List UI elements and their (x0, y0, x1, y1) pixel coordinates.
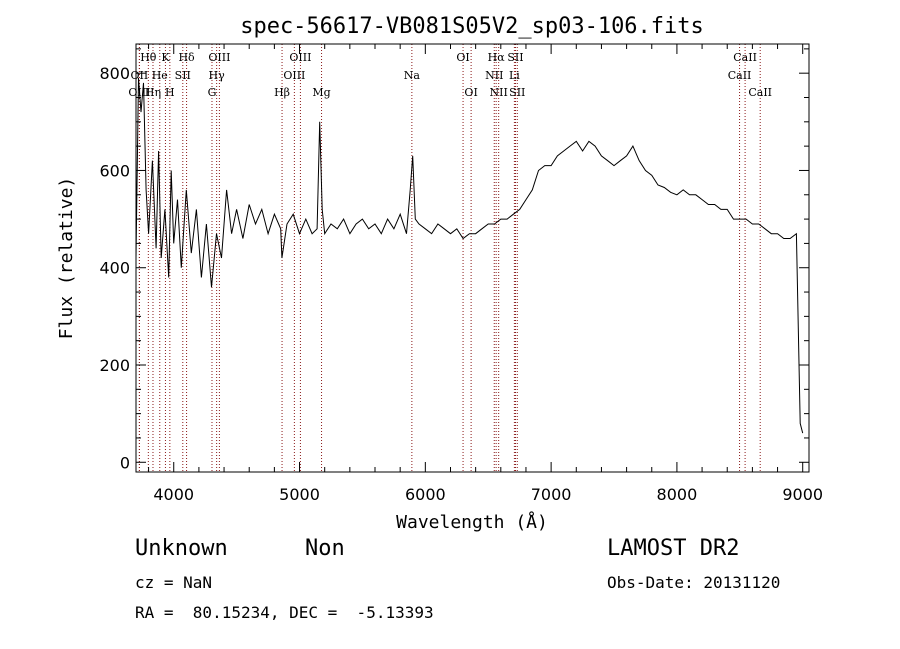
x-tick-label: 6000 (405, 485, 446, 504)
line-label: CaII (728, 69, 752, 82)
line-label: OII (131, 69, 149, 82)
x-tick-label: 8000 (657, 485, 698, 504)
line-label: Hβ (274, 86, 290, 99)
chart-title: spec-56617-VB081S05V2_sp03-106.fits (240, 14, 704, 39)
line-label: Hγ (209, 69, 226, 82)
line-label: SII (507, 51, 523, 64)
coordinates: RA = 80.15234, DEC = -5.13393 (135, 603, 434, 622)
line-label: SII (175, 69, 191, 82)
y-axis: 0 200 400 600 800 (99, 48, 809, 472)
object-subclass: Non (305, 536, 345, 561)
line-label: K (161, 51, 170, 64)
line-label: G (208, 86, 217, 99)
line-label: Li (509, 69, 520, 82)
line-markers (138, 44, 761, 472)
line-label: Hη (145, 86, 161, 99)
line-label: H (165, 86, 175, 99)
line-label: Na (404, 69, 421, 82)
object-class: Unknown (135, 536, 228, 561)
survey-name: LAMOST DR2 (607, 536, 740, 561)
line-label: OI (464, 86, 477, 99)
line-label: Hδ (178, 51, 195, 64)
redshift-value: cz = NaN (135, 573, 213, 592)
line-label: He (152, 69, 168, 82)
x-axis-label: Wavelength (Å) (396, 511, 548, 533)
x-tick-label: 7000 (531, 485, 572, 504)
line-label: NII (490, 86, 508, 99)
y-tick-label: 600 (99, 161, 130, 180)
observation-date: Obs-Date: 20131120 (607, 573, 781, 592)
line-label: CaII (733, 51, 757, 64)
x-axis: 4000 5000 6000 7000 8000 9000 (148, 44, 823, 504)
spectrum-line (135, 77, 804, 434)
y-tick-label: 0 (120, 453, 130, 472)
y-tick-label: 200 (99, 356, 130, 375)
x-tick-label: 9000 (782, 485, 823, 504)
line-label: Mg (312, 86, 330, 99)
y-axis-label: Flux (relative) (56, 177, 77, 340)
line-label: SII (509, 86, 525, 99)
plot-frame (135, 43, 810, 473)
line-label: OIII (208, 51, 230, 64)
line-label: OIII (289, 51, 311, 64)
line-label: CaII (748, 86, 772, 99)
line-label: OIII (283, 69, 305, 82)
y-tick-label: 400 (99, 259, 130, 278)
line-label: NII (485, 69, 503, 82)
x-tick-label: 4000 (153, 485, 194, 504)
y-tick-label: 800 (99, 64, 130, 83)
line-label: Hθ (140, 51, 157, 64)
line-label: OI (456, 51, 469, 64)
x-tick-label: 5000 (279, 485, 320, 504)
line-label: Hα (488, 51, 506, 64)
